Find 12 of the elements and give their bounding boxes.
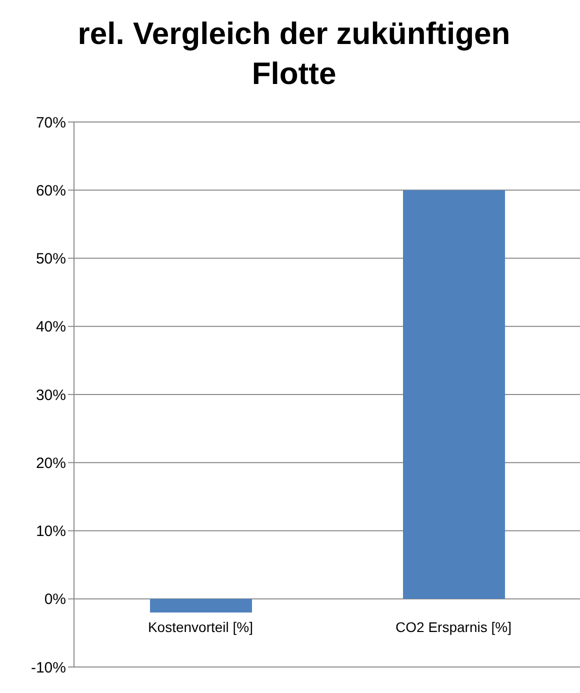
y-tick-label: 50% bbox=[36, 250, 66, 268]
y-tick-label: 30% bbox=[36, 386, 66, 404]
chart-title: rel. Vergleich der zukünftigen Flotte bbox=[76, 15, 512, 93]
y-tick-label: 70% bbox=[36, 114, 66, 132]
x-tick-label: CO2 Ersparnis [%] bbox=[396, 618, 512, 635]
y-tick-label: -10% bbox=[30, 659, 66, 676]
y-tick-label: 20% bbox=[36, 454, 66, 472]
y-tick-label: 0% bbox=[44, 591, 66, 608]
x-tick-label: Kostenvorteil [%] bbox=[148, 618, 254, 635]
y-tick-label: 60% bbox=[36, 182, 66, 200]
y-tick-label: 10% bbox=[36, 523, 66, 540]
y-tick-label: 40% bbox=[36, 318, 66, 336]
